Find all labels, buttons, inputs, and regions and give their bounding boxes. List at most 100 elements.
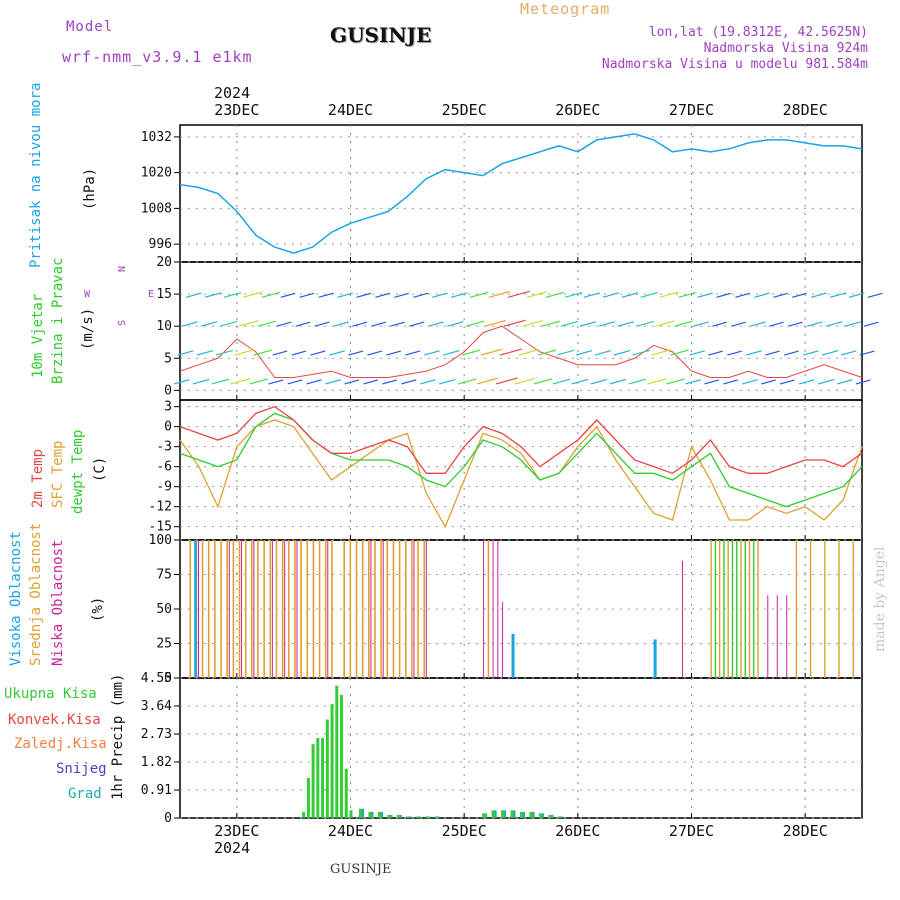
precip-bar [335, 685, 339, 818]
wind-barb [674, 320, 693, 327]
cloud-bar-low [682, 560, 684, 678]
cloud-ytick-label: 50 [156, 602, 172, 617]
cloud-bar-low [284, 540, 286, 678]
wind-barb [552, 378, 571, 385]
precip-bar [482, 813, 486, 818]
cloud-bar-mid [318, 540, 321, 678]
wind-barb [390, 321, 405, 327]
wind-compass-e: E [148, 289, 155, 300]
wind-speed-line [179, 325, 863, 379]
wind-barb [476, 377, 498, 385]
precip-panel-frame [179, 677, 863, 819]
cloud-bar-low [253, 540, 255, 678]
wind-ytick-label: 15 [156, 287, 172, 302]
cloud-bar-mid [423, 540, 426, 678]
wind-barb [761, 379, 776, 385]
cloud-bar-low [197, 540, 199, 678]
wind-barb [844, 321, 861, 327]
wind-barb [185, 292, 202, 298]
cloud-ytick-label: 0 [164, 671, 172, 686]
cloud-bar-mid [392, 540, 395, 678]
wind-barb [750, 321, 766, 327]
cloud-bar-low [370, 540, 372, 678]
wind-barb [863, 321, 879, 327]
cloud-ytick-label: 25 [156, 637, 172, 652]
wind-barb [803, 350, 819, 356]
wind-barb [480, 348, 502, 356]
wind-barb [432, 292, 448, 298]
wind-barb [337, 292, 354, 298]
wind-barb [855, 379, 871, 385]
wind-barb [223, 291, 242, 298]
precip-bar-graupel [551, 814, 554, 818]
cloud-bar-mid [852, 540, 854, 678]
cloud-bar-low [271, 540, 273, 678]
wind-barb [571, 378, 589, 385]
cloud-bar-mid [324, 540, 327, 678]
wind-barb [356, 292, 372, 298]
cloud-bar-mid [287, 540, 290, 678]
wind-barb [518, 348, 539, 356]
bottom-location-name: GUSINJE [330, 862, 392, 877]
precip-bar [311, 744, 315, 818]
cloud-bar-low [497, 540, 499, 678]
wind-barb [689, 350, 705, 356]
wind-barb [514, 377, 535, 385]
temp-line-dew [179, 412, 863, 508]
cloud-bar-mid [294, 540, 296, 678]
precip-bar-graupel [418, 816, 421, 818]
wind-barb [579, 321, 597, 327]
cloud-bar-mid [795, 540, 798, 678]
precip-bar [510, 810, 514, 818]
cloud-bar-low [786, 595, 788, 678]
precip-bar-graupel [428, 816, 431, 818]
temp-ytick-label: 3 [164, 400, 172, 415]
wind-barb [742, 379, 758, 385]
page-title: GUSINJE [330, 23, 432, 47]
wind-barb [375, 292, 391, 298]
pressure-unit: (hPa) [82, 167, 98, 210]
wind-barb [765, 350, 780, 356]
cloud-bar-mid [718, 540, 721, 678]
wind-barb [192, 378, 210, 385]
wind-barb [219, 320, 238, 327]
wind-barb [659, 291, 679, 298]
precip-bar-graupel [523, 811, 525, 818]
wind-barb [409, 321, 425, 327]
cloud-unit: (%) [90, 596, 106, 622]
precip-bar [406, 816, 410, 818]
precip-bar [340, 694, 344, 818]
precip-bar [396, 814, 400, 818]
cloud-bar-mid [355, 540, 358, 678]
wind-barb [704, 379, 720, 385]
precip-legend-graupel: Grad [68, 786, 102, 802]
wind-barb [731, 321, 746, 327]
precip-unit: 1hr Precip (mm) [110, 673, 126, 800]
cloud-bar-high [511, 633, 515, 678]
wind-barb [424, 350, 440, 356]
wind-barb [386, 350, 401, 356]
wind-barb [299, 292, 315, 298]
cloud-bar-mid [343, 540, 345, 678]
precip-bar [302, 811, 306, 818]
precip-ytick-label: 0 [164, 811, 172, 826]
cloud-bar-high [653, 639, 657, 678]
cloud-bar-mid [380, 540, 382, 678]
cloud-bar-mid [757, 540, 759, 678]
cloud-bar-mid [263, 540, 265, 678]
wind-barb [708, 350, 724, 356]
wind-barb [836, 379, 853, 385]
wind-barb [685, 379, 701, 385]
wind-barb [735, 292, 750, 298]
year-bottom: 2024 [214, 839, 251, 857]
wind-barb [329, 350, 346, 356]
wind-barb [215, 349, 234, 356]
cloud-bar-mid [374, 540, 376, 678]
precip-ytick-label: 4.55 [141, 671, 172, 686]
wind-barb [784, 350, 799, 356]
wind-barb [545, 291, 565, 298]
cloud-bar-mid [349, 540, 352, 678]
pressure-ytick-label: 1032 [141, 130, 172, 145]
wind-barb [488, 290, 510, 298]
cloud-bar-mid [257, 540, 259, 678]
